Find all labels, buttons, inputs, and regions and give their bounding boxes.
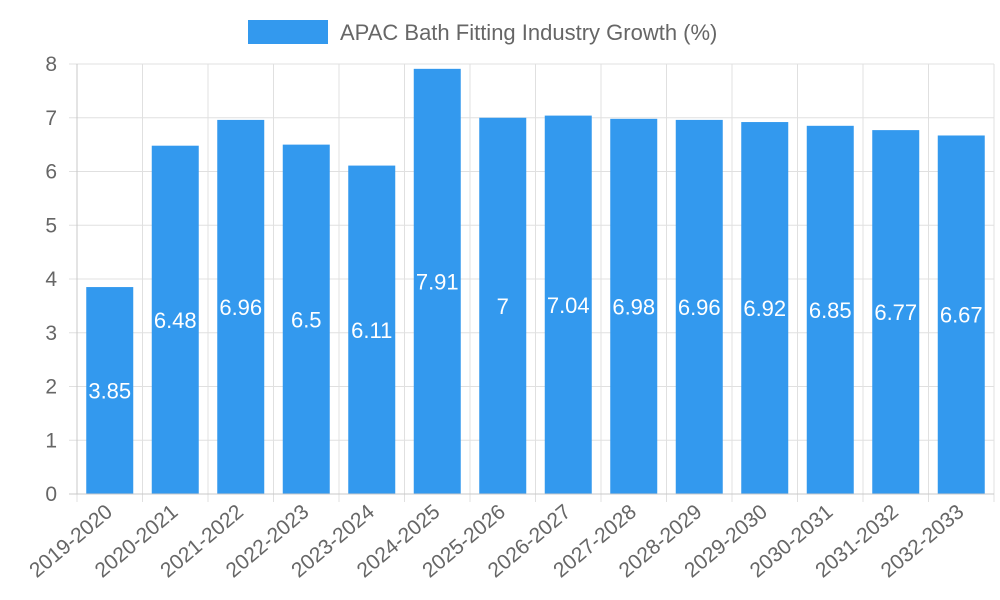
y-tick-label: 7 [45, 107, 57, 130]
bar-value-label: 3.85 [88, 379, 131, 404]
legend-label: APAC Bath Fitting Industry Growth (%) [340, 20, 717, 45]
bar-value-label: 6.48 [154, 308, 197, 333]
bar [479, 117, 527, 494]
y-tick-label: 0 [45, 483, 57, 506]
bar [741, 122, 789, 495]
bar [675, 119, 723, 495]
y-tick-label: 3 [45, 322, 57, 345]
bar-value-label: 6.5 [291, 307, 322, 332]
bar [348, 165, 396, 494]
bar-value-label: 6.11 [351, 318, 392, 343]
bar [872, 130, 920, 495]
bar [282, 144, 330, 494]
legend: APAC Bath Fitting Industry Growth (%) [248, 20, 717, 45]
bar-value-label: 6.96 [678, 295, 721, 320]
legend-swatch [248, 20, 328, 44]
bar [544, 115, 592, 494]
bar [937, 135, 985, 495]
bar [610, 118, 658, 494]
bar-value-label: 6.77 [874, 300, 917, 325]
y-tick-label: 5 [45, 214, 57, 237]
bar-value-label: 7 [497, 294, 509, 319]
y-tick-label: 1 [45, 429, 57, 452]
bar [413, 68, 461, 495]
bar-value-label: 6.96 [219, 295, 262, 320]
bar [86, 287, 134, 494]
bar [151, 145, 199, 494]
bar [217, 119, 265, 495]
bar-value-label: 6.85 [809, 298, 852, 323]
bar-value-label: 6.98 [612, 294, 655, 319]
y-tick-label: 2 [45, 376, 57, 399]
bar-value-label: 7.91 [416, 269, 459, 294]
bar-value-label: 6.92 [743, 296, 786, 321]
bar-value-label: 7.04 [547, 293, 590, 318]
y-tick-label: 6 [45, 161, 57, 184]
bar [806, 125, 854, 494]
y-tick-label: 4 [45, 268, 57, 291]
bar-value-label: 6.67 [940, 303, 983, 328]
y-tick-label: 8 [45, 53, 57, 76]
